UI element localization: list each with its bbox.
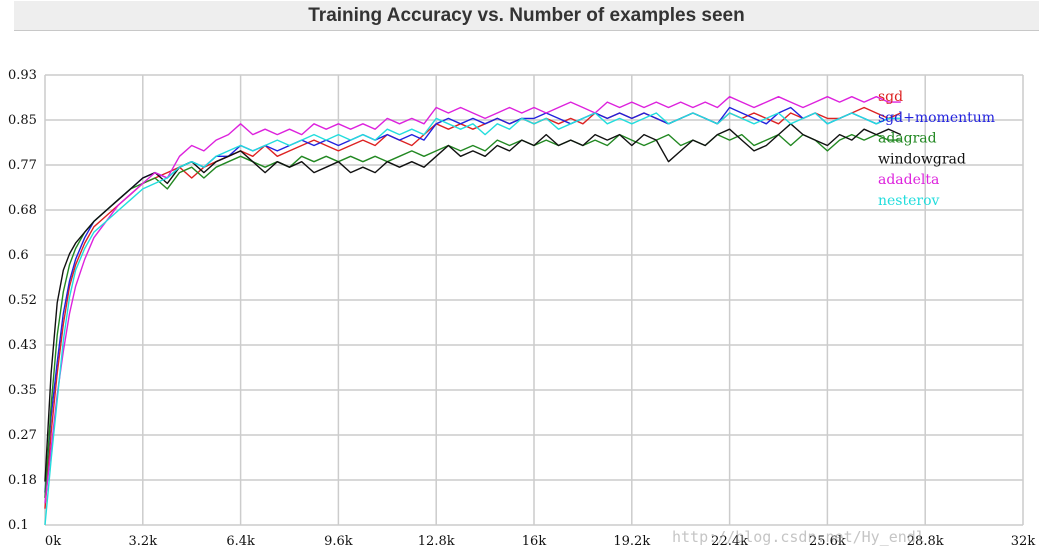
series-line-windowgrad [44,123,902,482]
chart-title: Training Accuracy vs. Number of examples… [14,1,1039,31]
x-tick-label: 25.6k [809,534,846,549]
y-tick-label: 0.52 [8,293,37,308]
x-tick-label: 19.2k [613,534,650,549]
x-tick-label: 3.2k [129,534,158,549]
x-tick-label: 9.6k [324,534,353,549]
y-tick-label: 0.18 [8,473,37,488]
legend: sgd sgd+momentum adagrad windowgrad adadelta… [878,89,995,209]
legend-item-nesterov: nesterov [878,193,940,209]
y-tick-label: 0.43 [8,338,37,353]
series-lines [44,95,902,526]
y-axis-ticks: 0.1 0.18 0.27 0.35 0.43 0.52 0.6 0.68 0.77 0.85 0.… [8,68,37,533]
x-axis-ticks: 0k 3.2k 6.4k 9.6k 12.8k 16k 19.2k 22.4k 25.6k 28.… [45,534,1035,549]
x-tick-label: 32k [1011,534,1036,549]
legend-item-windowgrad: windowgrad [878,151,966,167]
y-tick-label: 0.6 [8,248,29,263]
y-tick-label: 0.35 [8,383,37,398]
legend-item-adagrad: adagrad [878,131,937,147]
series-line-nesterov [44,112,901,526]
legend-item-sgd-momentum: sgd+momentum [878,110,995,126]
x-tick-label: 22.4k [711,534,748,549]
y-tick-label: 0.27 [8,428,37,443]
legend-item-sgd: sgd [878,89,903,105]
x-tick-label: 6.4k [226,534,255,549]
y-tick-label: 0.77 [8,158,37,173]
series-line-adagrad [44,133,901,498]
grid-lines [44,74,1024,526]
y-tick-label: 0.68 [8,203,37,218]
y-tick-label: 0.85 [8,113,37,128]
x-tick-label: 28.8k [907,534,944,549]
y-tick-label: 0.1 [8,518,29,533]
x-tick-label: 16k [522,534,547,549]
series-line-adadelta [44,95,901,504]
y-tick-label: 0.93 [8,68,37,83]
x-tick-label: 0k [45,534,61,549]
legend-item-adadelta: adadelta [878,172,939,188]
x-tick-label: 12.8k [418,534,455,549]
